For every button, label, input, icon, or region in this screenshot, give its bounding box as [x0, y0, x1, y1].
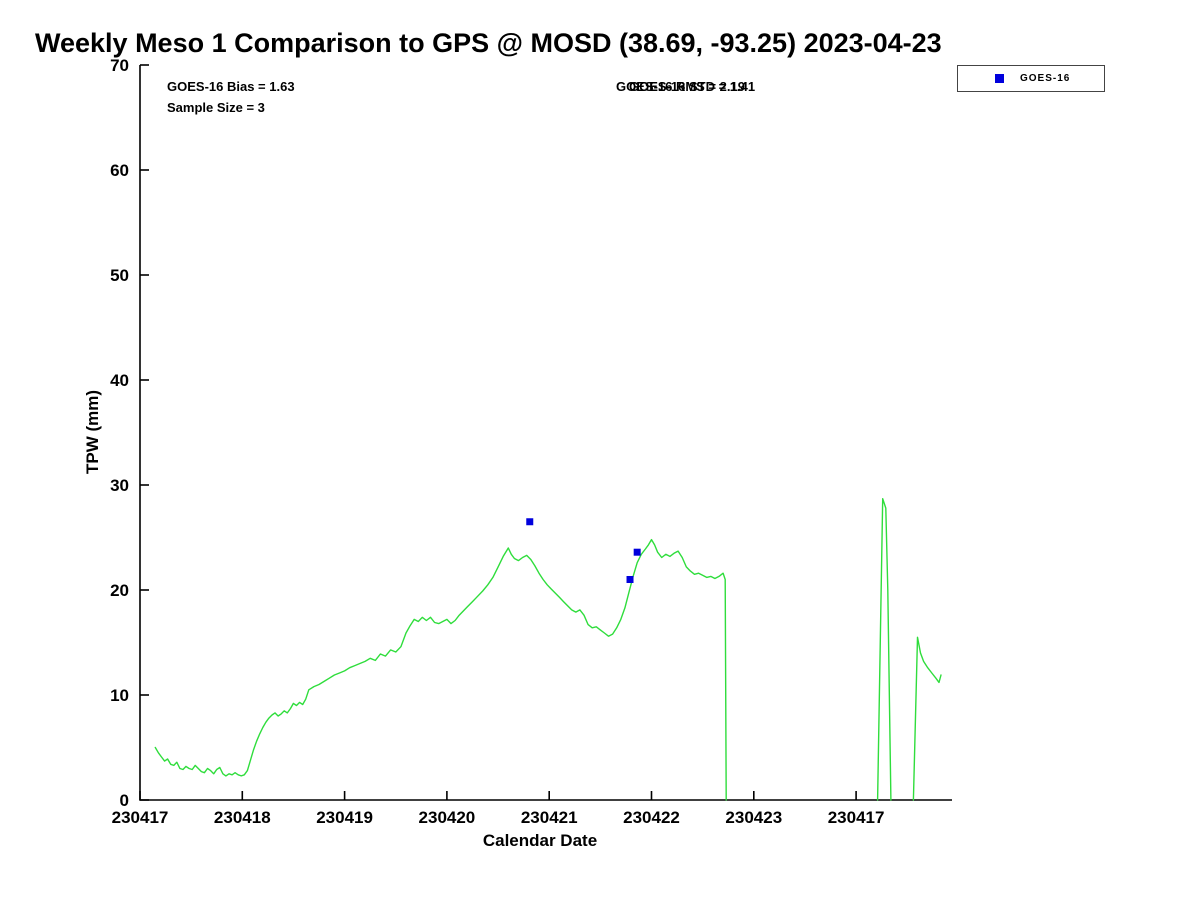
x-tick-label: 230420 [419, 808, 476, 827]
chart-title: Weekly Meso 1 Comparison to GPS @ MOSD (… [35, 28, 942, 58]
y-tick-label: 0 [120, 791, 129, 810]
y-tick-label: 10 [110, 686, 129, 705]
y-tick-label: 60 [110, 161, 129, 180]
x-tick-label: 230417 [828, 808, 885, 827]
legend: GOES-16 [957, 65, 1105, 92]
x-tick-label: 230418 [214, 808, 271, 827]
gps-tpw-line [154, 498, 942, 801]
goes16-point [526, 518, 534, 526]
legend-marker-square [995, 74, 1004, 83]
y-tick-label: 50 [110, 266, 129, 285]
x-tick-label: 230422 [623, 808, 680, 827]
goes16-points [526, 518, 641, 583]
x-tick-label: 230421 [521, 808, 578, 827]
legend-label: GOES-16 [1020, 73, 1071, 84]
y-tick-label: 30 [110, 476, 129, 495]
annotation-rms: GOES-16 RMS = 2.19 [616, 79, 745, 94]
y-tick-label: 70 [110, 56, 129, 75]
x-tick-label: 230417 [112, 808, 169, 827]
gps-line-segment [912, 636, 942, 801]
annotation-sample-size: Sample Size = 3 [167, 100, 265, 115]
y-tick-label: 40 [110, 371, 129, 390]
annotation-bias: GOES-16 Bias = 1.63 [167, 79, 295, 94]
x-tick-label: 230419 [316, 808, 373, 827]
x-tick-label: 230423 [725, 808, 782, 827]
x-axis-label: Calendar Date [482, 831, 598, 850]
axes: 0 10 20 30 40 50 60 70 230417 230418 230419 230420 2… [110, 56, 952, 827]
annotation-std: GOES-16 STD = 1.41 [629, 79, 756, 94]
gps-line-segment [154, 538, 727, 801]
gps-line-segment [876, 498, 892, 801]
y-tick-label: 20 [110, 581, 129, 600]
y-axis-label: TPW (mm) [83, 389, 102, 475]
goes16-point [633, 548, 641, 556]
goes16-point [626, 576, 634, 583]
